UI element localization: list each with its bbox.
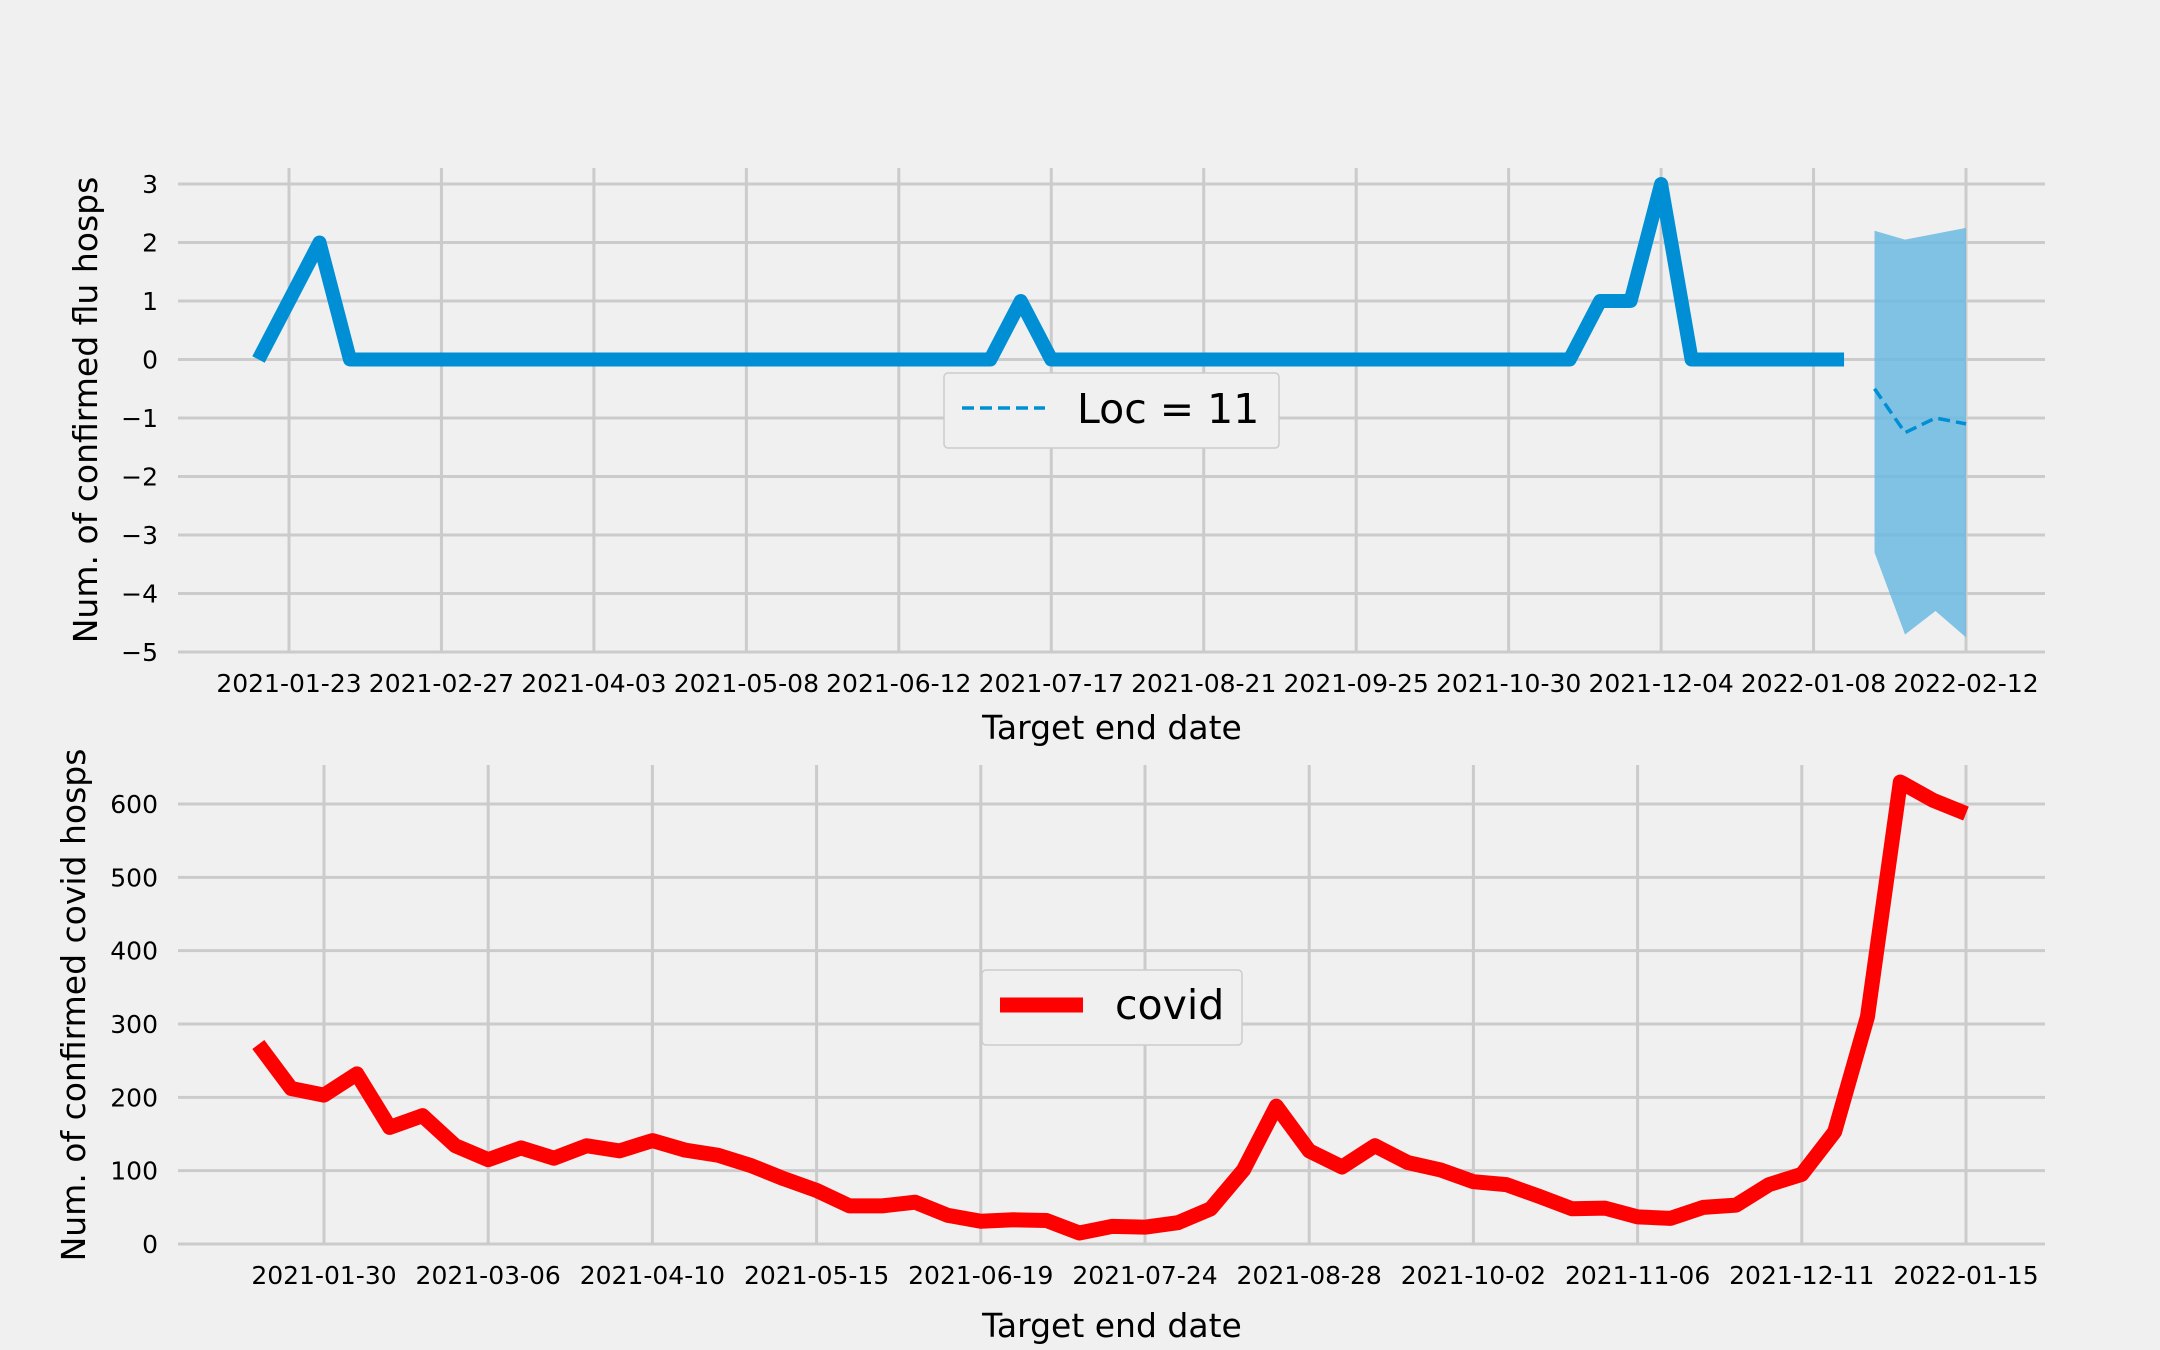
p2-x-tick-label: 2021-06-19 — [908, 1261, 1053, 1290]
flu-forecast-line — [1873, 387, 1967, 435]
p1-x-tick-label: 2021-10-30 — [1436, 669, 1581, 698]
p2-y-tick-label: 200 — [110, 1083, 158, 1112]
flu-x-axis-label: Target end date — [981, 708, 1242, 747]
p1-y-tick-label: −1 — [121, 404, 158, 433]
p2-x-tick-label: 2021-10-02 — [1401, 1261, 1546, 1290]
flu-legend-box — [943, 372, 1280, 449]
flu-legend-label: Loc = 11 — [1077, 385, 1259, 433]
p1-y-tick-label: 3 — [142, 170, 158, 199]
flu-y-tick-labels: 3 2 1 0 −1 −2 −3 −4 −5 — [121, 170, 158, 667]
p2-x-tick-label: 2021-05-15 — [744, 1261, 889, 1290]
p1-x-tick-label: 2021-12-04 — [1588, 669, 1733, 698]
covid-panel: 0 100 200 300 400 500 600 2021-01-30 2021-03-06… — [54, 749, 2045, 1345]
flu-forecast-band-layer — [1874, 227, 1966, 638]
p1-y-tick-label: 1 — [142, 287, 158, 316]
p2-x-tick-label: 2022-01-15 — [1893, 1261, 2038, 1290]
p1-y-tick-label: −3 — [121, 521, 158, 550]
p2-x-tick-label: 2021-03-06 — [416, 1261, 561, 1290]
p1-y-tick-label: 2 — [142, 229, 158, 258]
p1-x-tick-label: 2021-09-25 — [1284, 669, 1429, 698]
p2-x-tick-label: 2021-07-24 — [1072, 1261, 1217, 1290]
p1-x-tick-label: 2021-08-21 — [1131, 669, 1276, 698]
covid-legend: covid — [981, 969, 1243, 1046]
p1-x-tick-label: 2021-02-27 — [369, 669, 514, 698]
flu-series-lines — [252, 177, 1967, 435]
p2-x-tick-label: 2021-12-11 — [1729, 1261, 1874, 1290]
p1-y-tick-label: −4 — [121, 580, 158, 609]
covid-y-tick-labels: 0 100 200 300 400 500 600 — [110, 790, 158, 1259]
p2-y-tick-label: 500 — [110, 863, 158, 892]
p1-x-tick-label: 2021-01-23 — [216, 669, 361, 698]
covid-legend-box — [981, 969, 1243, 1046]
p2-y-tick-label: 0 — [142, 1230, 158, 1259]
flu-observed-line — [252, 177, 1845, 367]
p1-x-tick-label: 2022-02-12 — [1893, 669, 2038, 698]
p2-x-tick-label: 2021-08-28 — [1237, 1261, 1382, 1290]
p2-y-tick-label: 600 — [110, 790, 158, 819]
flu-y-axis-label: Num. of confirmed flu hosps — [66, 177, 105, 644]
covid-x-axis-label: Target end date — [981, 1306, 1242, 1345]
p1-x-tick-label: 2021-07-17 — [979, 669, 1124, 698]
p1-y-tick-label: 0 — [142, 346, 158, 375]
p2-y-tick-label: 300 — [110, 1010, 158, 1039]
p2-x-tick-label: 2021-01-30 — [251, 1261, 396, 1290]
p2-y-tick-label: 100 — [110, 1157, 158, 1186]
covid-legend-label: covid — [1115, 981, 1224, 1029]
p2-x-tick-label: 2021-04-10 — [580, 1261, 725, 1290]
p1-x-tick-label: 2022-01-08 — [1741, 669, 1886, 698]
covid-x-tick-labels: 2021-01-30 2021-03-06 2021-04-10 2021-05-15… — [251, 1261, 2038, 1290]
flu-forecast-interval-band — [1874, 227, 1966, 638]
p1-y-tick-label: −2 — [121, 463, 158, 492]
covid-series-lines — [252, 774, 1969, 1241]
p1-y-tick-label: −5 — [121, 638, 158, 667]
p2-y-tick-label: 400 — [110, 937, 158, 966]
covid-y-axis-label: Num. of confirmed covid hosps — [54, 749, 93, 1262]
flu-legend: Loc = 11 — [943, 372, 1280, 449]
p1-x-tick-label: 2021-06-12 — [826, 669, 971, 698]
covid-line — [252, 774, 1969, 1241]
p1-x-tick-label: 2021-05-08 — [674, 669, 819, 698]
p2-x-tick-label: 2021-11-06 — [1565, 1261, 1710, 1290]
flu-x-tick-labels: 2021-01-23 2021-02-27 2021-04-03 2021-05-08… — [216, 669, 2038, 698]
p1-x-tick-label: 2021-04-03 — [521, 669, 666, 698]
flu-grid — [178, 168, 2045, 654]
